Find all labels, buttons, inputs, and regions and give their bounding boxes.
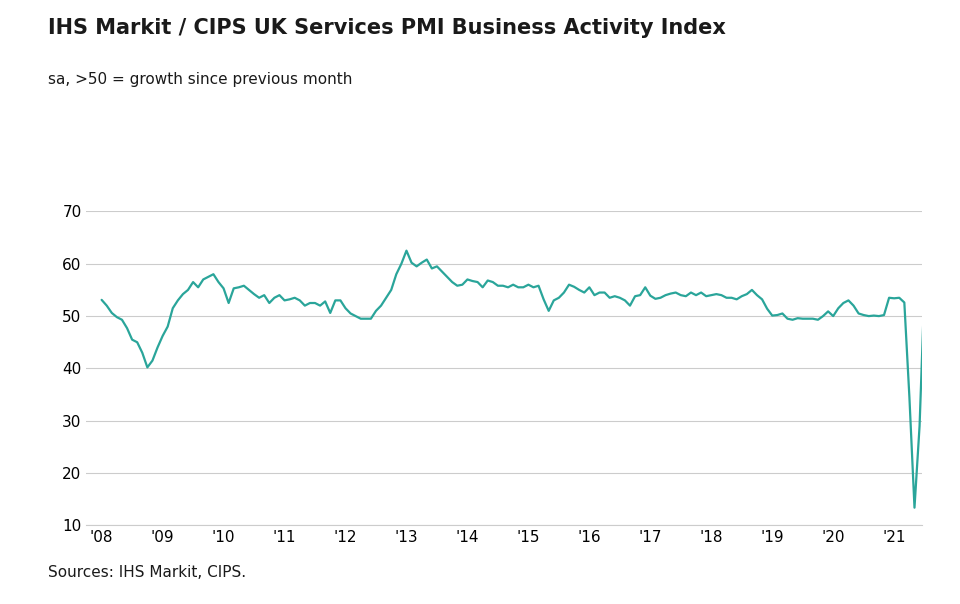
Text: Sources: IHS Markit, CIPS.: Sources: IHS Markit, CIPS.: [48, 565, 246, 580]
Text: sa, >50 = growth since previous month: sa, >50 = growth since previous month: [48, 72, 352, 88]
Text: IHS Markit / CIPS UK Services PMI Business Activity Index: IHS Markit / CIPS UK Services PMI Busine…: [48, 18, 726, 38]
